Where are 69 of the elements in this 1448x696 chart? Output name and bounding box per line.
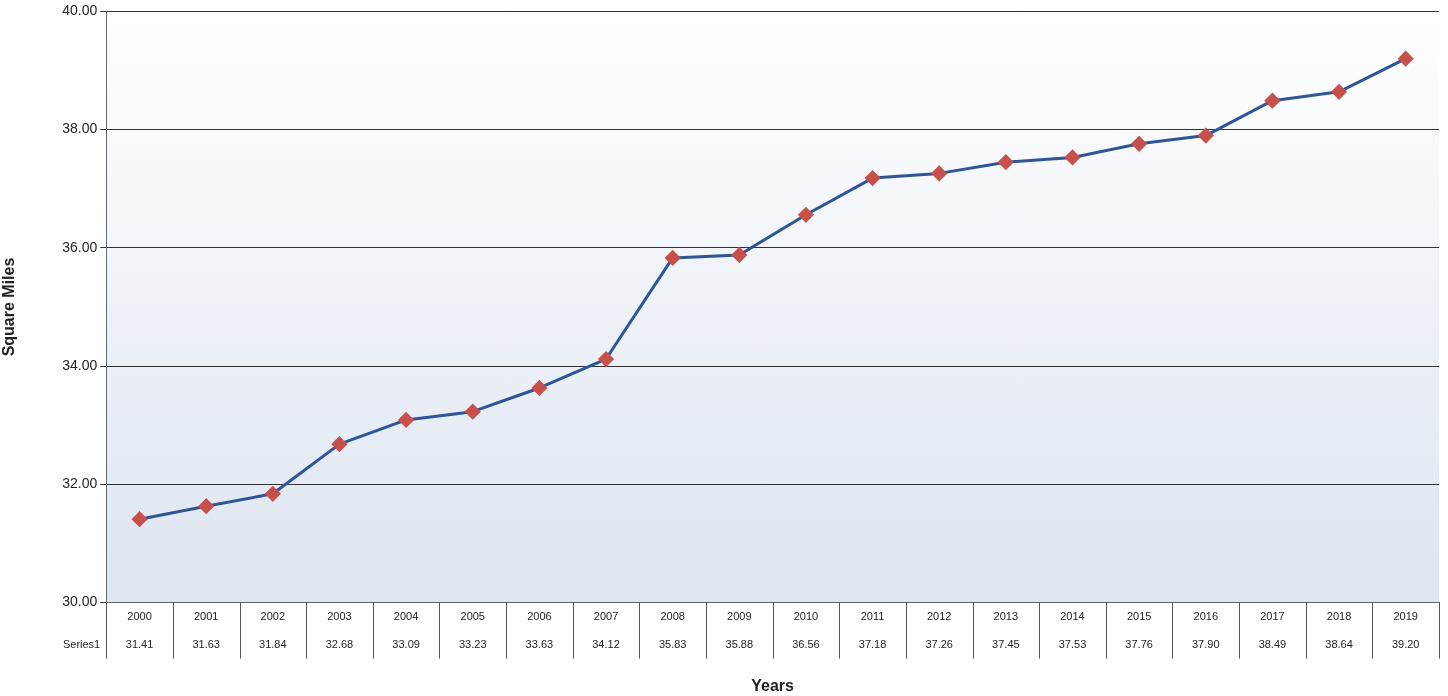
data-label: 37.53 [1058,637,1087,650]
point [1264,93,1280,109]
data-label: 31.41 [125,637,154,650]
point [865,170,881,186]
x-tick-label: 2014 [1060,610,1085,623]
data-label: 33.63 [525,637,554,650]
point [198,498,214,514]
data-label: 36.56 [792,637,820,650]
data-label: 37.18 [858,637,887,650]
x-tick-label: 2007 [593,610,619,623]
x-tick-label: 2016 [1193,610,1219,623]
data-label: 37.45 [992,637,1020,650]
data-label: 33.23 [458,637,487,650]
data-label: 38.49 [1258,637,1287,650]
y-tick-label: 32.00 [62,475,98,492]
data-label: 35.88 [725,637,754,650]
x-tick-label: 2013 [993,610,1019,623]
point [1064,149,1080,165]
x-tick-label: 2018 [1326,610,1352,623]
y-tick-label: 40.00 [62,2,98,19]
point [1198,128,1214,144]
data-label: 33.09 [392,637,420,650]
text: Series1 [62,637,101,650]
x-axis-title: Years [751,676,795,694]
point [798,207,814,223]
point [1331,84,1347,100]
x-tick-label: 2015 [1126,610,1152,623]
data-label: 37.76 [1125,637,1153,650]
x-tick-label: 2008 [660,610,685,623]
y-tick-label: 36.00 [62,238,98,255]
data-label: 39.20 [1391,637,1420,650]
x-tick-label: 2011 [860,610,885,623]
point [1131,136,1147,152]
data-label: 31.84 [259,637,287,650]
point [731,247,747,263]
x-tick-label: 2019 [1393,610,1418,623]
point [531,380,547,396]
data-label: 34.12 [592,637,620,650]
x-tick-label: 2017 [1260,610,1285,623]
point [398,412,414,428]
data-label: 37.90 [1192,637,1220,650]
y-tick-label: 38.00 [62,120,98,137]
x-tick-label: 2003 [327,610,352,623]
y-tick-label: 34.00 [62,356,98,373]
x-tick-label: 2004 [393,610,419,623]
point [265,486,281,502]
point [465,404,481,420]
point [331,436,347,452]
x-tick-label: 2010 [793,610,819,623]
data-label: 35.83 [658,637,687,650]
point [665,250,681,266]
y-tick-label: 30.00 [62,593,98,610]
x-tick-label: 2005 [460,610,485,623]
point [998,154,1014,170]
point [1398,51,1414,67]
data-label: 31.63 [192,637,220,650]
x-tick-label: 2001 [193,610,219,623]
point [132,511,148,527]
point [598,351,614,367]
y-axis-title: Square Miles [0,257,18,357]
data-label: 32.68 [325,637,354,650]
x-tick-label: 2006 [527,610,552,623]
x-tick-label: 2000 [127,610,152,623]
data-label: 38.64 [1325,637,1353,650]
x-tick-label: 2002 [260,610,286,623]
x-tick-label: 2012 [926,610,952,623]
x-tick-label: 2009 [727,610,752,623]
data-label: 37.26 [925,637,953,650]
point [931,165,947,181]
